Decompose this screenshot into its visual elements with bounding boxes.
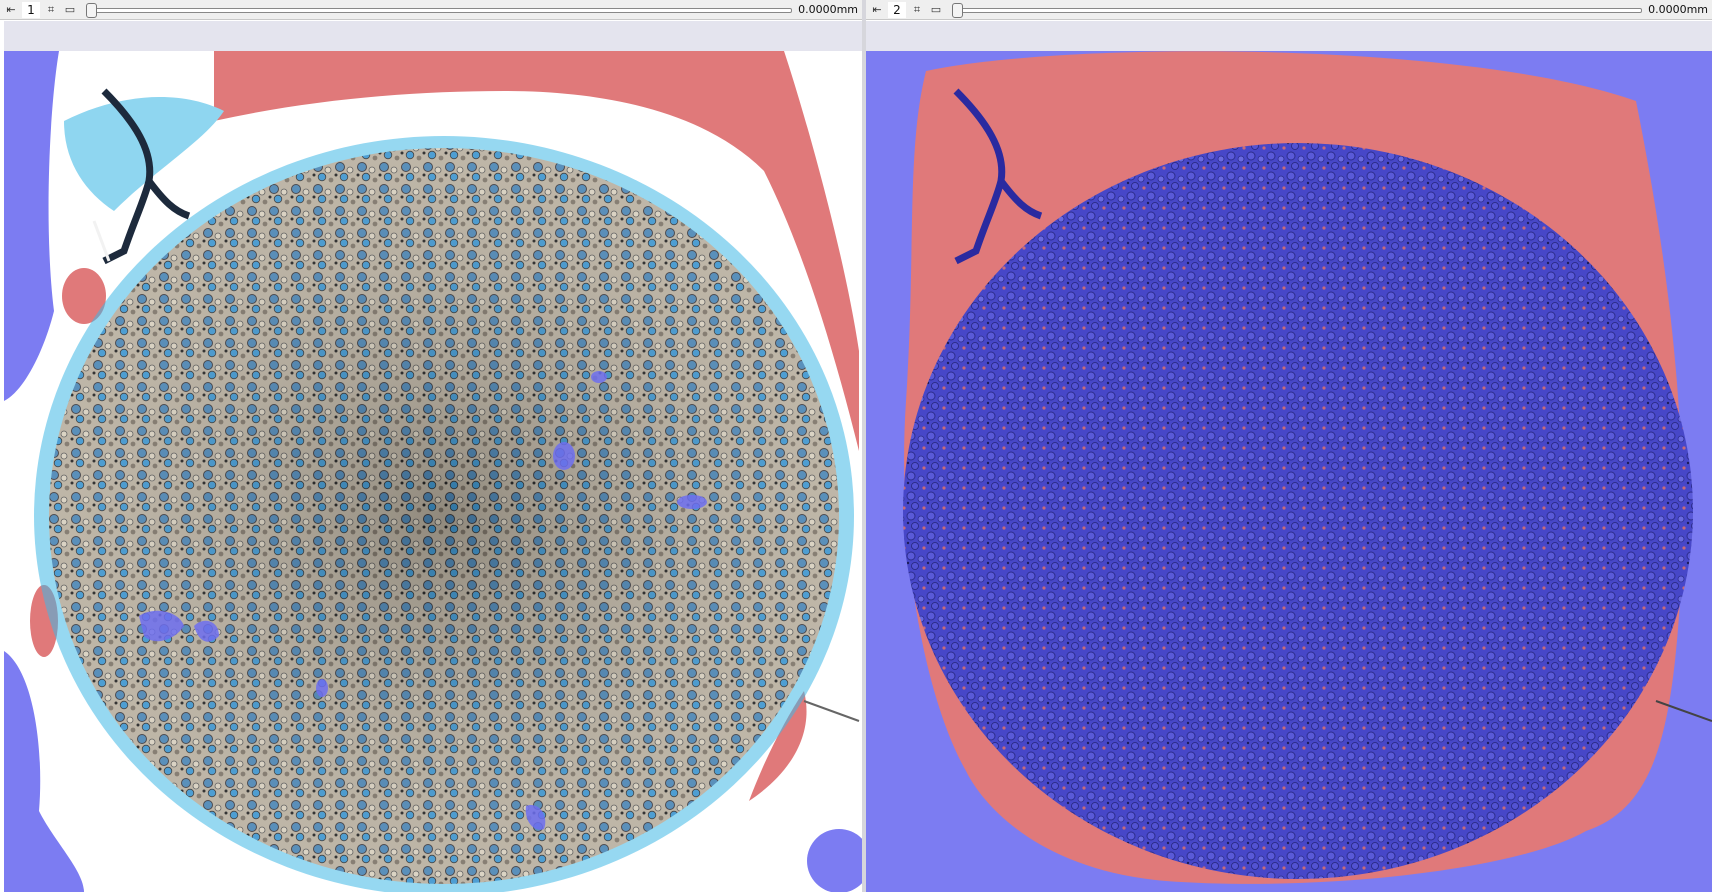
viewer-splitter[interactable] — [862, 0, 866, 892]
segment-blue-bottom-right — [807, 829, 862, 892]
slice-image-canvas-2[interactable] — [866, 51, 1712, 892]
slice-offset-slider[interactable] — [86, 2, 793, 18]
slider-handle[interactable] — [952, 2, 963, 18]
pin-icon[interactable]: ⌗ — [913, 2, 921, 16]
slider-track — [86, 7, 793, 13]
slice-viewer-2: ⇤ 2 ⌗ ▭ 0.0000mm — [866, 0, 1712, 892]
slider-track — [952, 7, 1643, 13]
segment-blob — [316, 679, 328, 697]
segment-red-left — [62, 268, 106, 324]
link-toggle-icon[interactable]: ⇤ — [6, 3, 16, 16]
segment-red-right — [749, 691, 807, 801]
segment-blue-bottom-left — [4, 651, 84, 892]
link-toggle-icon[interactable]: ⇤ — [872, 3, 882, 16]
segment-blue-left — [4, 51, 59, 401]
segment-blob — [677, 495, 707, 509]
view-toolbar-2: ⇤ 2 ⌗ ▭ 0.0000mm — [866, 0, 1712, 20]
view-toolbar-1: ⇤ 1 ⌗ ▭ 0.0000mm — [0, 0, 862, 20]
tissue-sample — [903, 143, 1693, 879]
view-number-label: 1 — [22, 1, 40, 18]
segment-blob — [591, 371, 607, 383]
segment-blob — [194, 620, 219, 642]
maximize-icon[interactable]: ▭ — [930, 3, 942, 16]
slider-handle[interactable] — [86, 2, 97, 18]
vessel-structure — [101, 88, 191, 265]
slice-offset-slider[interactable] — [952, 2, 1643, 18]
maximize-icon[interactable]: ▭ — [64, 3, 76, 16]
segment-blob — [553, 442, 575, 470]
slice-offset-readout: 0.0000mm — [798, 3, 858, 16]
segment-red-top — [214, 51, 859, 451]
segment-blob — [139, 610, 184, 642]
slice-viewer-1: ⇤ 1 ⌗ ▭ 0.0000mm — [0, 0, 862, 892]
vessel-structure — [953, 88, 1043, 265]
view-header-bar — [866, 21, 1712, 51]
slice-offset-readout: 0.0000mm — [1648, 3, 1708, 16]
view-header-bar — [4, 21, 862, 51]
segment-blob — [525, 805, 546, 830]
slice-image-canvas-1[interactable] — [4, 51, 862, 892]
view-number-label: 2 — [888, 1, 906, 18]
pin-icon[interactable]: ⌗ — [47, 2, 55, 16]
